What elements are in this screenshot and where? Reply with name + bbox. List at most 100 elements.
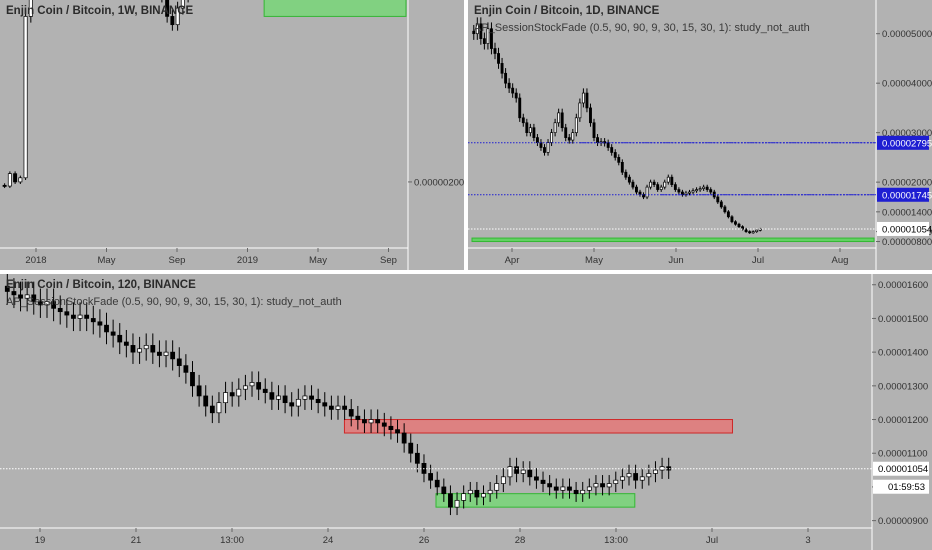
candle [633,473,639,481]
candle [586,486,592,491]
weekly-chart-pane[interactable]: 0.000002002018MaySep2019MaySep0.00001054… [0,0,464,270]
candle [441,486,447,495]
candle [543,147,546,153]
candle [289,402,295,407]
x-tick-label: Jun [668,255,683,266]
candle [486,28,490,44]
price-tag-label: 0.00001054 [878,464,928,475]
candle [97,321,103,326]
candle [23,16,28,179]
candle [196,385,202,397]
candle [666,176,670,183]
intraday-chart-pane[interactable]: 0.000009000.000010000.000011000.00001200… [0,274,932,550]
countdown-box [873,479,929,494]
candle [176,358,182,366]
candle [249,382,255,387]
daily-chart-pane[interactable]: 0.000008000.000010000.000014000.00002000… [468,0,932,270]
candle [726,211,730,218]
resistance-zone [343,419,733,434]
candle [620,162,624,173]
y-tick-label: 0.00005000 [882,29,932,40]
candle [652,181,656,185]
daily-chart[interactable]: 0.000008000.000010000.000014000.00002000… [468,0,932,270]
candle [527,469,533,478]
candle [295,398,301,407]
candle [18,177,23,183]
price-tag-label: 0.00001054 [882,224,932,235]
price-tag-box [873,461,929,476]
candle [748,231,752,234]
candle [180,0,185,9]
candle [624,171,628,178]
candle [381,422,387,427]
candle [309,395,314,400]
candle [560,486,566,491]
candle [130,345,136,353]
candle [528,127,532,134]
candle [269,392,275,400]
x-tick-label: May [98,255,116,266]
candle [190,372,195,387]
countdown-label: 01:59:53 [888,482,925,493]
candle [150,345,156,353]
x-tick-label: Jul [752,255,764,266]
candle [315,398,321,404]
candle [698,188,702,191]
candle [497,53,500,64]
intraday-chart[interactable]: 0.000009000.000010000.000011000.00001200… [0,274,932,550]
y-tick-label: 0.00001400 [878,348,928,359]
candle [57,307,63,313]
candle [490,28,493,49]
candle [362,419,367,424]
candle [580,489,586,495]
candle [4,285,10,292]
candle [532,127,536,138]
candle [627,176,631,183]
x-tick-label: Sep [169,255,186,266]
y-tick-label: 0.00000200 [414,177,464,188]
candle [2,184,7,187]
candle [209,405,215,414]
weekly-chart[interactable]: 0.000002002018MaySep2019MaySep0.00001054 [0,0,464,270]
candle [705,186,709,190]
candle [560,112,564,129]
candle [84,314,90,319]
candle [71,314,76,319]
candle [719,201,723,208]
candle [578,102,582,119]
candle [680,191,684,195]
candle [716,196,720,203]
candle [592,122,596,138]
candle [626,473,632,478]
candle [695,189,699,192]
x-tick-label: Apr [505,255,520,266]
candle [51,301,57,309]
candle [434,479,440,488]
x-tick-label: 2018 [25,255,46,266]
candle [670,176,674,185]
candle [500,63,504,74]
candle [631,181,635,188]
candle [564,127,568,138]
candle [165,0,170,17]
candle [243,385,248,390]
candle [659,186,663,190]
candle [709,189,713,193]
candle [183,365,189,373]
candle [673,184,677,190]
y-tick-label: 0.00001600 [878,280,928,291]
candle [553,486,559,491]
candle [342,405,348,410]
candle [123,341,129,346]
candle [511,87,515,94]
candle [507,466,513,478]
candle [642,194,645,198]
candle [606,142,610,148]
x-tick-label: 13:00 [604,535,628,546]
candle [574,117,578,134]
x-tick-label: 3 [805,535,810,546]
candle [521,117,525,124]
candle [18,294,23,299]
candle [90,318,96,323]
candle [741,226,744,230]
